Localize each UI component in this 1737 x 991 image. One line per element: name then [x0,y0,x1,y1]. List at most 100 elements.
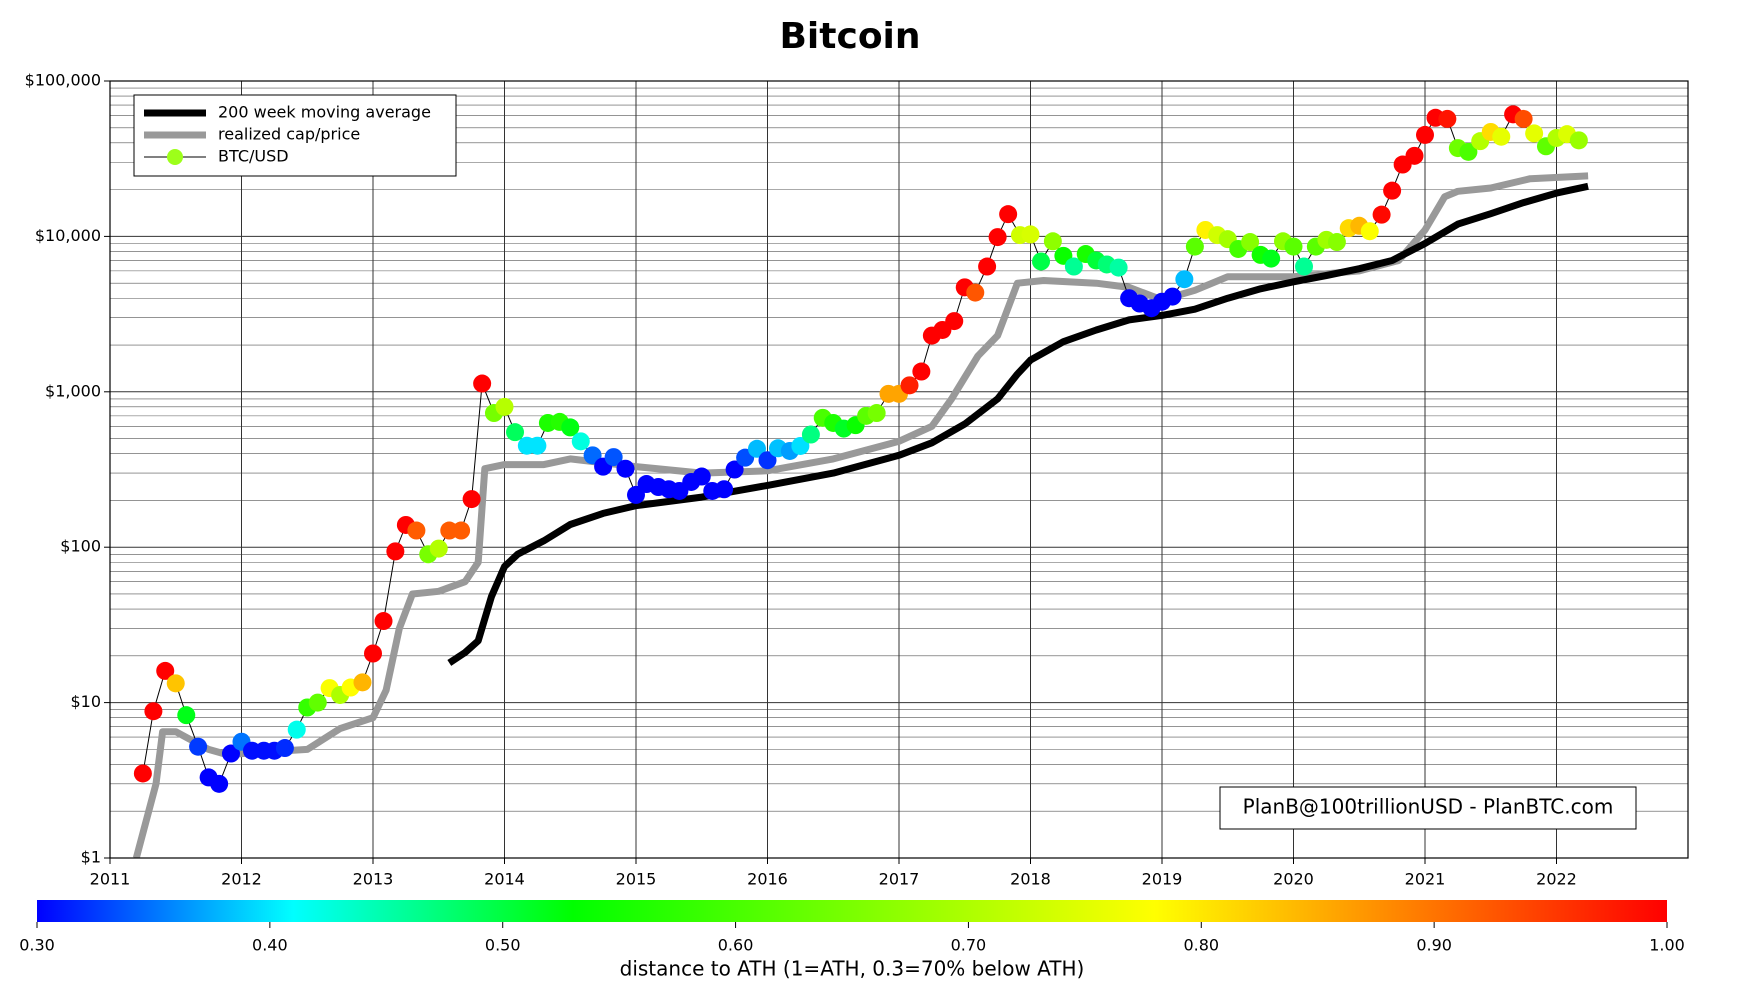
btc-point [1295,257,1314,276]
btc-point [867,404,886,423]
colorbar-label: distance to ATH (1=ATH, 0.3=70% below AT… [620,957,1085,981]
x-tick-label: 2016 [747,870,788,889]
btc-point [133,764,152,783]
btc-point [407,521,426,540]
btc-point [275,739,294,758]
plot-area [132,105,1589,858]
y-tick-label: $10 [70,692,101,711]
btc-point [1163,287,1182,306]
colorbar-tick-label: 0.40 [252,936,288,955]
x-tick-label: 2021 [1405,870,1446,889]
btc-point [144,702,163,721]
x-tick-label: 2012 [221,870,262,889]
colorbar-tick-label: 1.00 [1649,936,1685,955]
btc-point [1043,232,1062,251]
btc-point [386,542,405,561]
btc-point [1372,205,1391,224]
x-tick-label: 2017 [879,870,920,889]
btc-point [287,720,306,739]
btc-point [452,521,471,540]
series-line [132,172,1589,858]
btc-point [604,448,623,467]
x-tick-label: 2013 [353,870,394,889]
x-tick-label: 2014 [484,870,525,889]
btc-point [988,228,1007,247]
btc-point [1405,146,1424,165]
colorbar-tick-label: 0.60 [718,936,754,955]
btc-point [1175,270,1194,289]
colorbar-tick-label: 0.70 [951,936,987,955]
btc-point [506,423,525,442]
colorbar-tick-label: 0.50 [485,936,521,955]
btc-point [801,425,820,444]
colorbar-tick-label: 0.80 [1183,936,1219,955]
btc-point [978,257,997,276]
btc-point [429,539,448,558]
legend-label: BTC/USD [218,147,289,166]
y-tick-label: $1 [81,848,101,867]
btc-point [1438,109,1457,128]
btc-point [1262,249,1281,268]
x-tick-label: 2011 [90,870,131,889]
btc-point [1569,131,1588,150]
grid [109,80,1688,859]
annotation-box [1219,786,1637,830]
legend: 200 week moving average realized cap/pric… [133,94,457,177]
btc-point [999,205,1018,224]
x-tick-label: 2019 [1142,870,1183,889]
btc-point [364,644,382,663]
btc-point [945,312,964,331]
btc-point [1492,127,1511,146]
legend-box [133,94,457,177]
btc-point [1064,257,1083,276]
btc-point [1327,233,1346,252]
btc-point [1284,237,1303,256]
btc-point [571,432,590,451]
btc-point [616,459,635,478]
btc-point [1383,181,1402,200]
btc-point [177,706,196,725]
btc-point [1109,258,1128,277]
btc-point [747,439,766,458]
axes: $1 $10 $100 $1,000 $10,000 $100,000 2011 2012 20… [25,71,1577,889]
btc-point [210,774,229,793]
btc-point [1241,233,1260,252]
btc-point [473,374,492,393]
legend-label: realized cap/price [218,125,360,144]
colorbar-axis: 0.30 0.40 0.50 0.60 0.70 0.80 0.90 1.00 [19,922,1685,955]
btc-point [561,418,580,437]
btc-point [353,673,372,692]
colorbar [37,900,1667,922]
btc-point [1514,109,1533,128]
btc-point [900,376,919,395]
btc-point [221,744,240,763]
btc-point [791,436,810,455]
btc-point [583,446,602,465]
y-tick-label: $1,000 [45,381,101,400]
btc-point [725,460,744,479]
btc-point [308,693,327,712]
btc-point [528,436,547,455]
btc-point [495,397,514,416]
btc-point [1360,222,1379,241]
legend-marker [167,149,183,165]
btc-point [715,480,734,499]
btc-point [966,283,985,302]
x-tick-label: 2018 [1010,870,1051,889]
btc-point [692,467,711,486]
btc-point [166,674,185,693]
btc-point [156,661,175,680]
btc-point [1021,225,1040,244]
y-tick-label: $10,000 [35,226,101,245]
colorbar-tick-label: 0.30 [19,936,55,955]
btc-point [1185,237,1204,256]
btc-point [758,451,777,470]
btc-point [1459,142,1478,161]
x-tick-label: 2022 [1536,870,1577,889]
y-tick-label: $100 [60,537,101,556]
colorbar-tick-label: 0.90 [1416,936,1452,955]
y-tick-label: $100,000 [25,71,101,90]
btc-point [912,362,931,381]
chart-title: Bitcoin [779,16,920,57]
